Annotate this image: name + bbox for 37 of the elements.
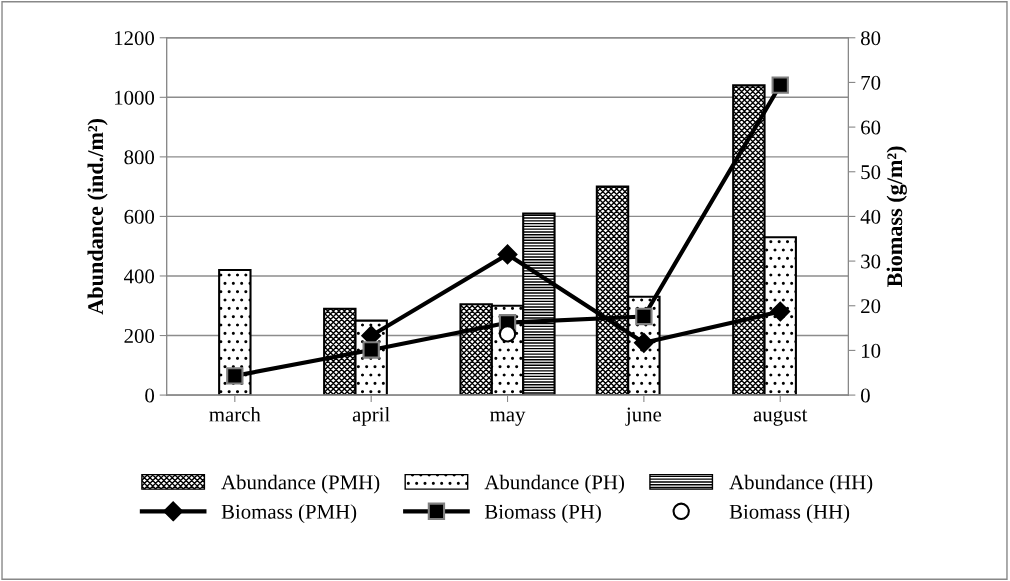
y2-tick-label: 0 (861, 388, 870, 403)
y-tick-label: 400 (124, 269, 155, 284)
legend-label: Abundance (HH) (729, 474, 873, 494)
x-tick-label: june (625, 407, 662, 426)
legend-label: Abundance (PMH) (221, 474, 380, 494)
y2-tick-label: 30 (861, 254, 881, 269)
point (635, 307, 653, 326)
point (770, 301, 791, 322)
legend-label: Abundance (PH) (484, 474, 625, 494)
x-tick-label: august (753, 409, 808, 426)
y-tick-label: 1000 (115, 90, 155, 105)
y2-axis-title: Biomass (g/m²) (886, 146, 907, 287)
point (497, 244, 518, 265)
y-tick-label: 1200 (115, 31, 155, 46)
y2-tick-label: 50 (861, 165, 881, 180)
x-tick-label: april (352, 406, 390, 426)
y2-tick-label: 10 (862, 343, 881, 358)
point (226, 367, 244, 385)
y-tick-label: 0 (145, 388, 155, 403)
x-tick-label: may (490, 411, 526, 426)
point (634, 332, 654, 353)
y2-tick-label: 70 (861, 75, 881, 90)
y-tick-label: 800 (124, 150, 155, 165)
y2-tick-label: 60 (861, 120, 881, 135)
point (498, 325, 517, 343)
y-axis-title: Abundance (ind./m²) (87, 118, 108, 315)
x-tick-label: march (209, 406, 261, 422)
legend-label: Biomass (PH) (484, 504, 601, 524)
y-tick-label: 200 (124, 328, 155, 343)
legend-label: Biomass (PMH) (221, 504, 357, 524)
y2-tick-label: 40 (860, 209, 881, 224)
point (362, 341, 380, 359)
legend-label: Biomass (HH) (729, 504, 850, 524)
y-tick-label: 600 (124, 209, 155, 224)
y2-tick-label: 80 (861, 31, 881, 46)
y2-tick-label: 20 (861, 299, 881, 314)
point (771, 76, 789, 94)
